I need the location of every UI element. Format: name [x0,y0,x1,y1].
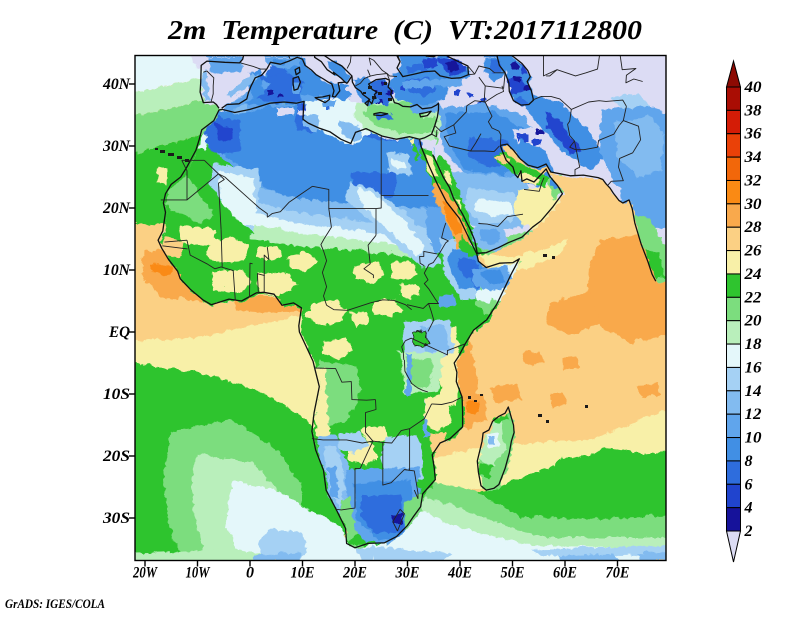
svg-text:26: 26 [743,243,761,260]
svg-text:6: 6 [745,476,753,493]
svg-text:2: 2 [743,523,752,540]
svg-text:14: 14 [745,383,762,400]
svg-text:60E: 60E [553,565,577,582]
svg-text:30S: 30S [102,510,130,527]
svg-text:70E: 70E [606,565,630,582]
svg-text:40: 40 [743,79,761,96]
svg-text:16: 16 [745,359,762,376]
svg-text:20N: 20N [102,200,131,217]
svg-text:8: 8 [745,453,753,470]
svg-text:30N: 30N [102,138,131,155]
svg-text:22: 22 [743,289,761,306]
svg-text:28: 28 [743,219,761,236]
svg-text:10W: 10W [186,565,211,582]
svg-text:40E: 40E [447,565,472,582]
svg-text:10: 10 [745,430,762,447]
svg-text:10S: 10S [103,386,130,403]
svg-text:EQ: EQ [108,324,130,341]
svg-text:10N: 10N [103,262,131,279]
svg-text:12: 12 [745,406,762,423]
svg-text:2m Temperature (C) VT:20171: 2m Temperature (C) VT:2017112800 [167,15,643,45]
svg-text:30E: 30E [395,565,420,582]
svg-text:50E: 50E [501,565,525,582]
svg-text:20S: 20S [102,448,130,465]
svg-text:40N: 40N [102,76,131,93]
svg-text:0: 0 [246,565,254,582]
svg-text:4: 4 [743,500,752,517]
svg-text:10E: 10E [291,565,315,582]
svg-text:GrADS: IGES/COLA: GrADS: IGES/COLA [5,597,105,611]
svg-text:18: 18 [745,336,762,353]
svg-text:30: 30 [743,196,761,213]
svg-text:20W: 20W [132,565,158,582]
svg-text:24: 24 [743,266,761,283]
svg-text:38: 38 [743,102,761,119]
svg-text:20: 20 [743,313,761,330]
svg-text:20E: 20E [342,565,367,582]
svg-text:34: 34 [743,149,761,166]
svg-text:32: 32 [743,173,761,190]
svg-text:36: 36 [743,126,761,143]
